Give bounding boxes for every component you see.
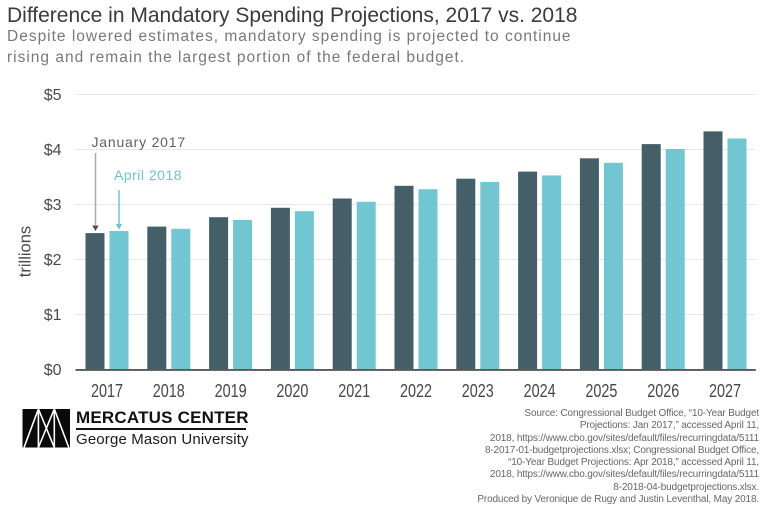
svg-text:$3: $3 bbox=[44, 197, 62, 214]
svg-text:2023: 2023 bbox=[462, 380, 494, 401]
svg-text:2019: 2019 bbox=[215, 380, 247, 401]
svg-text:$2: $2 bbox=[44, 252, 62, 269]
svg-text:2018: 2018 bbox=[153, 380, 185, 401]
svg-text:April 2018: April 2018 bbox=[114, 167, 182, 183]
svg-text:2024: 2024 bbox=[524, 380, 556, 401]
svg-text:$0: $0 bbox=[44, 362, 62, 379]
svg-text:January 2017: January 2017 bbox=[92, 134, 186, 150]
svg-text:2017: 2017 bbox=[91, 380, 123, 401]
svg-text:2022: 2022 bbox=[400, 380, 432, 401]
svg-text:$4: $4 bbox=[44, 142, 62, 159]
svg-text:$1: $1 bbox=[44, 307, 62, 324]
svg-text:2025: 2025 bbox=[585, 380, 617, 401]
svg-text:2021: 2021 bbox=[338, 380, 370, 401]
svg-text:2026: 2026 bbox=[647, 380, 679, 401]
svg-text:$5: $5 bbox=[44, 87, 62, 104]
svg-text:2027: 2027 bbox=[709, 380, 741, 401]
svg-text:trillions: trillions bbox=[17, 226, 35, 277]
svg-text:2020: 2020 bbox=[276, 380, 308, 401]
